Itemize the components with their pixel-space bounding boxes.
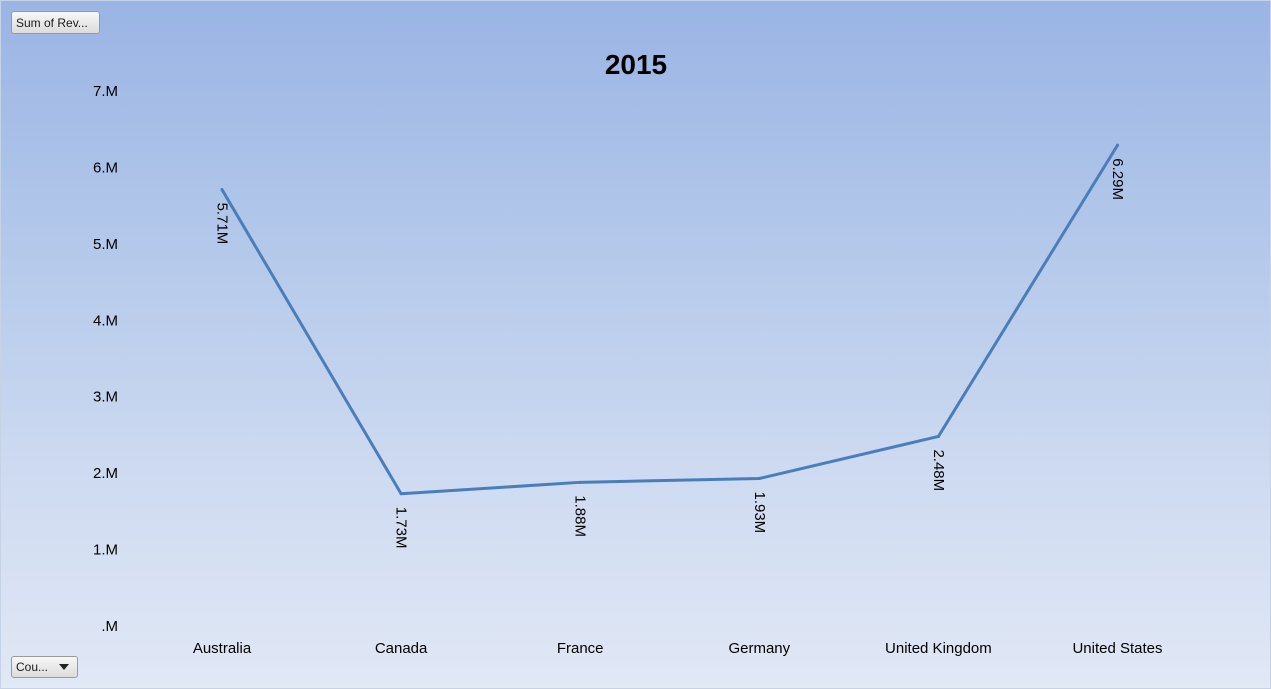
data-label: 2.48M bbox=[930, 449, 947, 491]
series-layer bbox=[220, 143, 1119, 496]
chart-title: 2015 bbox=[605, 49, 667, 80]
y-tick-label: 4.M bbox=[93, 312, 118, 329]
x-tick-label: France bbox=[557, 640, 604, 657]
data-label: 1.73M bbox=[393, 507, 410, 549]
y-tick-label: 5.M bbox=[93, 236, 118, 253]
axis-field-dropdown[interactable]: Cou... bbox=[11, 656, 78, 678]
data-point bbox=[1116, 143, 1119, 147]
y-axis: .M 1.M 2.M 3.M 4.M 5.M 6.M 7.M bbox=[93, 83, 118, 635]
data-label: 5.71M bbox=[214, 203, 231, 245]
y-tick-label: 7.M bbox=[93, 83, 118, 100]
data-point bbox=[578, 480, 582, 484]
x-axis: Australia Canada France Germany United Kingd… bbox=[193, 640, 1163, 657]
value-field-button[interactable]: Sum of Rev... bbox=[11, 11, 100, 34]
data-label: 1.93M bbox=[751, 491, 768, 533]
y-tick-label: 6.M bbox=[93, 159, 118, 176]
y-tick-label: 2.M bbox=[93, 465, 118, 482]
data-label: 6.29M bbox=[1109, 158, 1126, 200]
data-point bbox=[936, 434, 940, 438]
y-tick-label: .M bbox=[101, 618, 118, 635]
x-tick-label: United Kingdom bbox=[885, 640, 992, 657]
data-point bbox=[220, 188, 224, 192]
y-tick-label: 3.M bbox=[93, 389, 118, 406]
axis-field-label: Cou... bbox=[16, 660, 49, 674]
data-label: 1.88M bbox=[572, 495, 589, 537]
x-tick-label: Australia bbox=[193, 640, 252, 657]
value-field-label: Sum of Rev... bbox=[16, 15, 88, 30]
x-tick-label: United States bbox=[1072, 640, 1162, 657]
y-tick-label: 1.M bbox=[93, 542, 118, 559]
data-label-layer: 5.71M 1.73M 1.88M 1.93M 2.48M 6.29M bbox=[214, 158, 1127, 548]
chevron-down-icon bbox=[59, 664, 69, 670]
x-tick-label: Germany bbox=[728, 640, 790, 657]
series-line bbox=[220, 143, 1119, 496]
data-point bbox=[757, 476, 761, 480]
data-point bbox=[399, 492, 403, 496]
x-tick-label: Canada bbox=[375, 640, 428, 657]
